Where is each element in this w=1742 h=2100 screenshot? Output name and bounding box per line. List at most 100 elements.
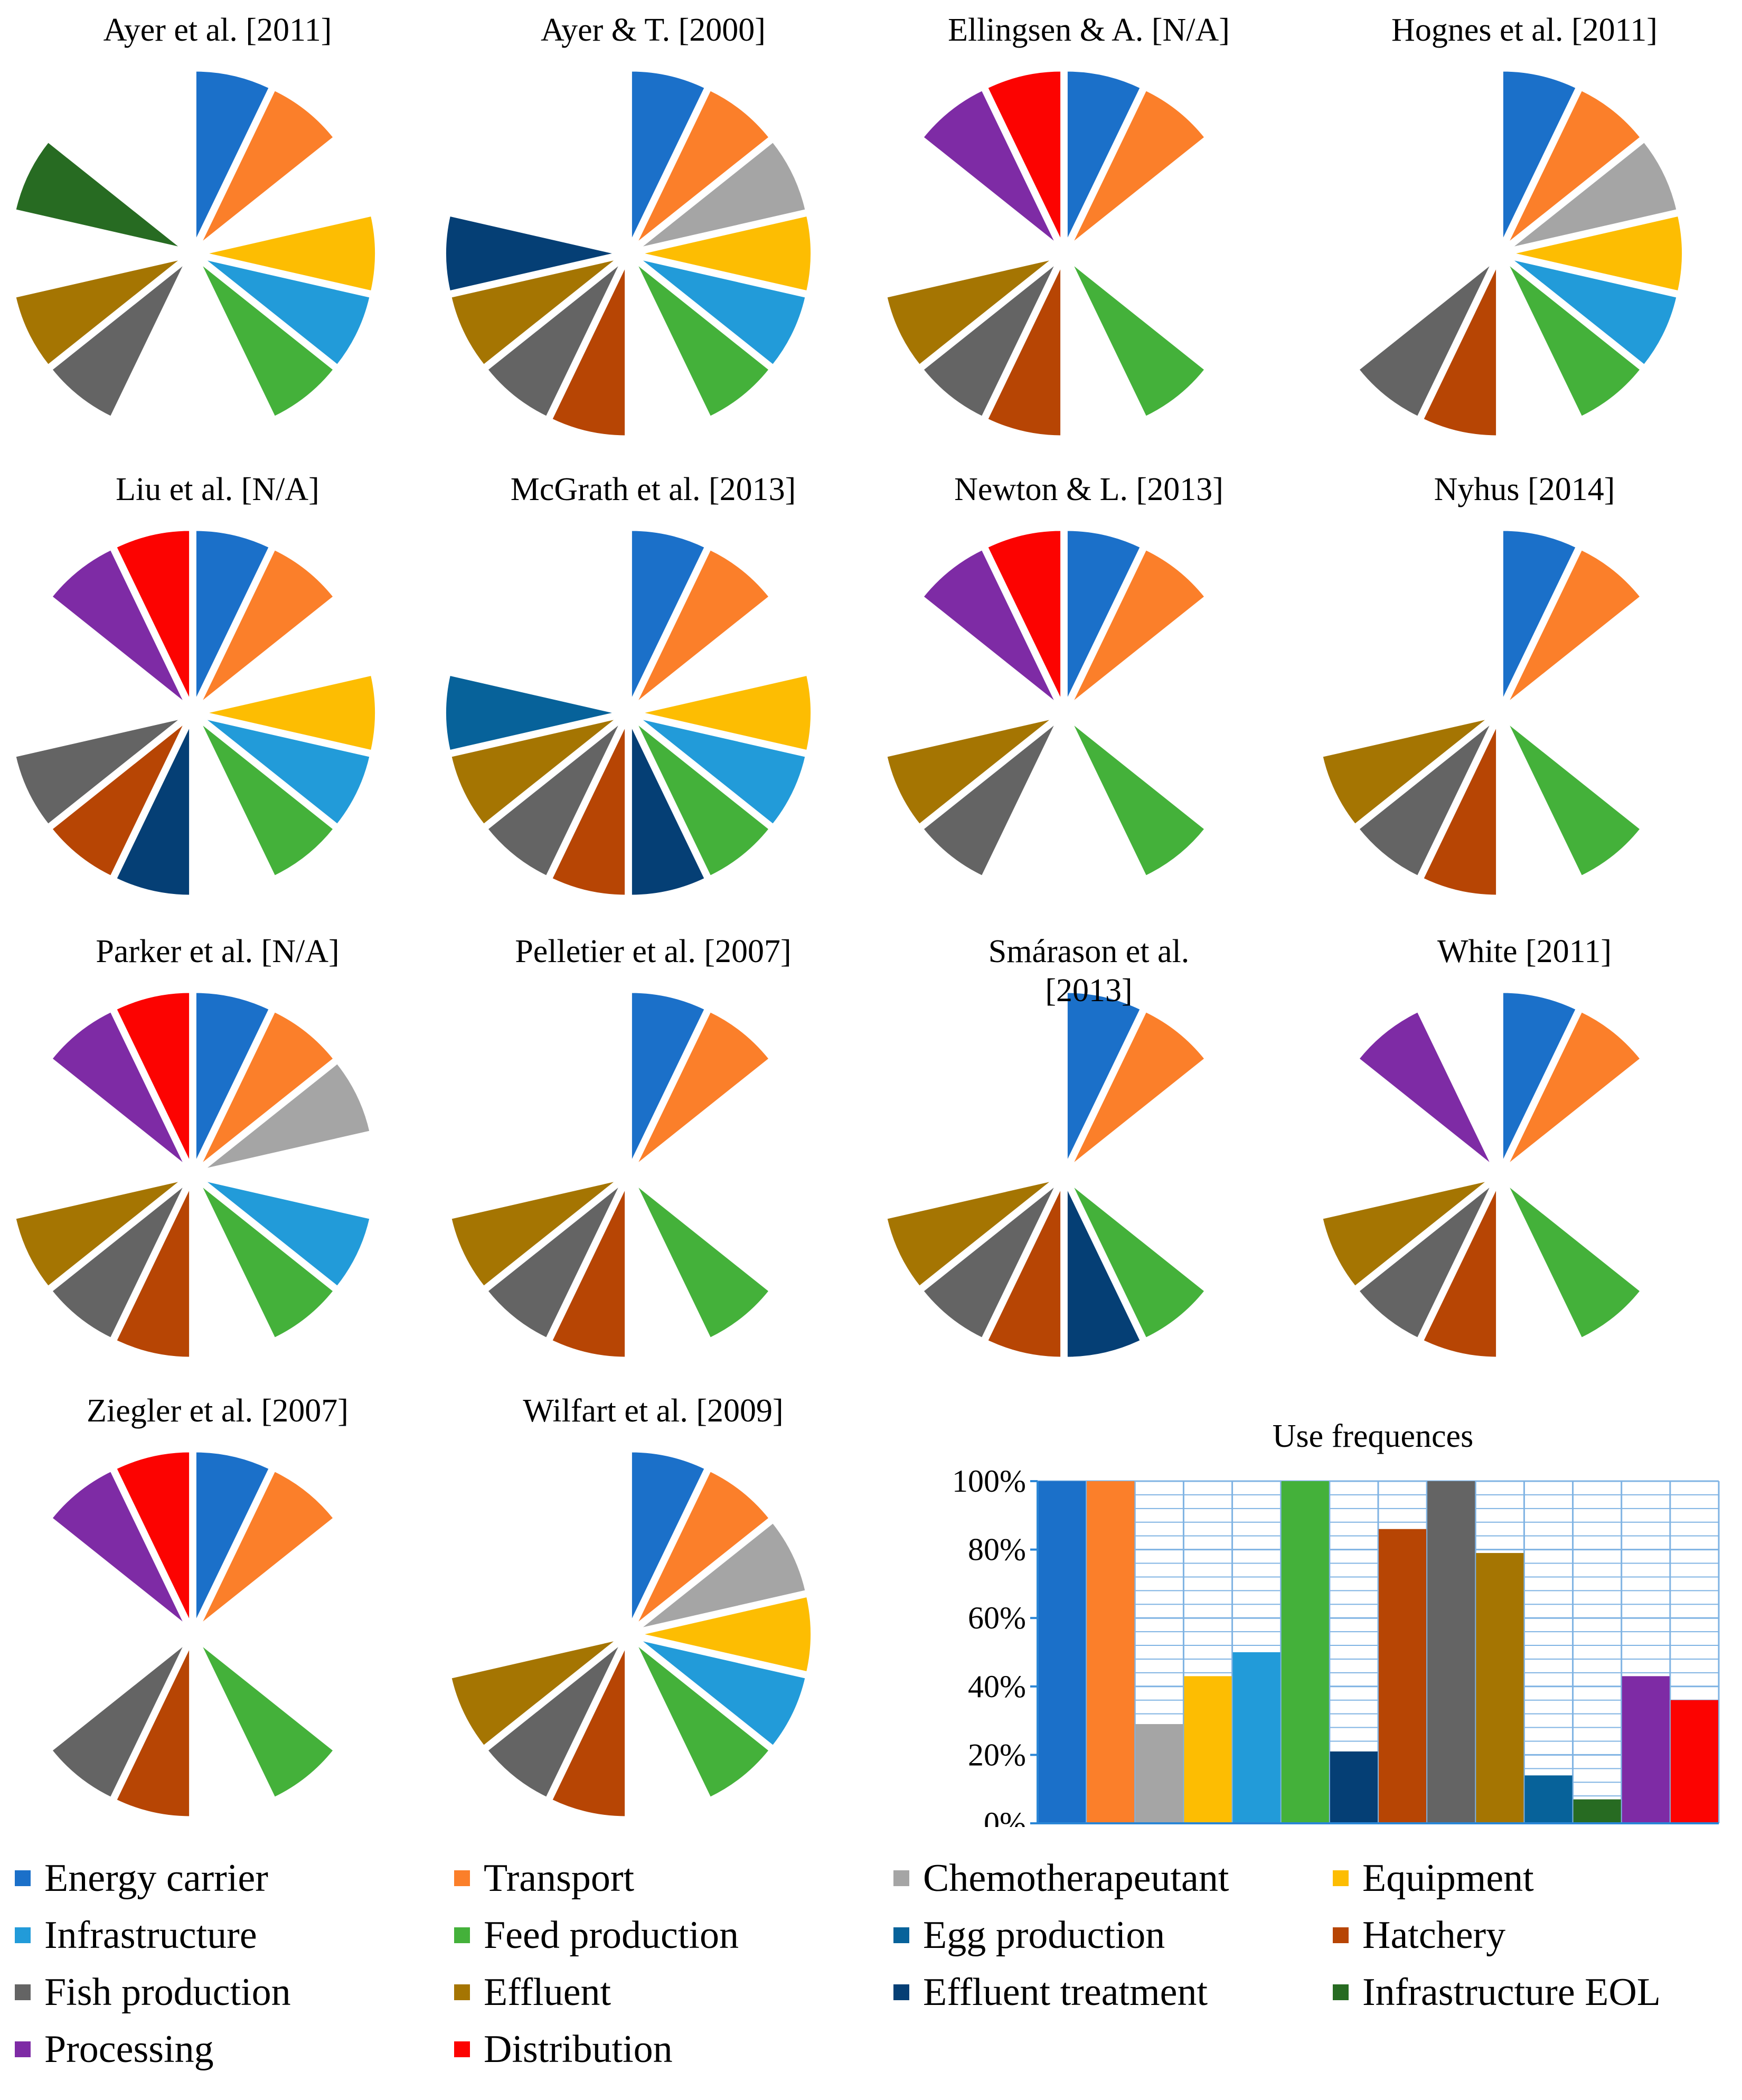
pie-slice-infrastructure bbox=[1509, 257, 1679, 367]
legend-item-chemotherapeutant: Chemotherapeutant bbox=[893, 1854, 1229, 1902]
pie-slice-transport bbox=[1070, 1010, 1207, 1167]
pie-slice-transport bbox=[1070, 88, 1207, 246]
pie-panel-white-2011: White [2011] bbox=[1307, 921, 1742, 1386]
pie-slice-equipment bbox=[204, 673, 377, 752]
pie-slice-fish-production bbox=[485, 261, 623, 419]
pie-title-line: Smárason et al. bbox=[988, 934, 1190, 969]
bar-chart-title: Use frequences bbox=[1273, 1418, 1473, 1454]
pie-slice-fish-production bbox=[485, 1642, 623, 1800]
pie-title: Ayer et al. [2011] bbox=[103, 12, 332, 48]
pie-slice-feed-production bbox=[634, 1642, 771, 1800]
legend-swatch bbox=[1333, 1927, 1349, 1943]
legend-label: Equipment bbox=[1362, 1857, 1534, 1900]
legend-label: Infrastructure EOL bbox=[1362, 1971, 1661, 2014]
legend-item-effluent: Effluent bbox=[454, 1969, 611, 2016]
pie-slice-distribution bbox=[114, 529, 192, 702]
pie-slice-energy-carrier bbox=[629, 991, 707, 1164]
y-tick-label: 60% bbox=[968, 1600, 1026, 1635]
pie-panel-ellingsen-a-n-a: Ellingsen & A. [N/A] bbox=[871, 0, 1306, 465]
legend-label: Feed production bbox=[484, 1914, 739, 1957]
pie-slice-effluent bbox=[13, 257, 183, 367]
pie-slice-distribution bbox=[114, 991, 192, 1164]
pie-slice-energy-carrier bbox=[1501, 529, 1578, 702]
pie-slice-feed-production bbox=[1070, 1183, 1207, 1340]
pie-slice-energy-carrier bbox=[629, 1450, 707, 1624]
legend-label: Effluent bbox=[484, 1971, 611, 2014]
pie-slice-equipment bbox=[204, 214, 377, 293]
pie-slice-processing bbox=[921, 88, 1058, 246]
bar-chemotherapeutant bbox=[1135, 1724, 1183, 1823]
pie-svg bbox=[884, 529, 1207, 878]
pie-svg bbox=[1320, 529, 1643, 897]
legend-label: Infrastructure bbox=[44, 1914, 257, 1957]
pie-slice-feed-production bbox=[1505, 721, 1643, 878]
pie-slice-energy-carrier bbox=[1501, 991, 1578, 1164]
pie-title: Pelletier et al. [2007] bbox=[515, 934, 792, 969]
pie-panel-sm-rason-et-al-2013: Smárason et al. [2013] bbox=[871, 921, 1306, 1386]
pie-slice-processing bbox=[921, 548, 1058, 705]
pie-slice-hatchery bbox=[50, 721, 187, 878]
legend-label: Energy carrier bbox=[44, 1857, 268, 1900]
pie-slice-fish-production bbox=[50, 1183, 187, 1340]
pie-svg bbox=[884, 991, 1207, 1359]
pie-slice-energy-carrier bbox=[1065, 529, 1143, 702]
pie-slice-fish-production bbox=[13, 717, 183, 826]
pie-slice-feed-production bbox=[199, 1642, 336, 1800]
pie-slice-equipment bbox=[639, 673, 813, 752]
pie-slice-effluent bbox=[884, 1179, 1054, 1288]
legend-label: Processing bbox=[44, 2028, 214, 2071]
legend-swatch bbox=[454, 2041, 470, 2057]
pie-slice-effluent bbox=[884, 717, 1054, 826]
legend-swatch bbox=[15, 1870, 31, 1886]
pie-slice-feed-production bbox=[1505, 1183, 1643, 1340]
pie-slice-energy-carrier bbox=[1501, 69, 1578, 243]
pie-slice-energy-carrier bbox=[629, 529, 707, 702]
pie-svg bbox=[444, 69, 813, 438]
legend-swatch bbox=[454, 1870, 470, 1886]
pie-panel-ziegler-et-al-2007: Ziegler et al. [2007] bbox=[0, 1381, 435, 1845]
pie-svg bbox=[884, 69, 1207, 438]
pie-panel-ayer-et-al-2011: Ayer et al. [2011] bbox=[0, 0, 435, 465]
bar-effluent-treatment bbox=[1330, 1751, 1378, 1823]
pie-title: White [2011] bbox=[1437, 934, 1612, 969]
legend-swatch bbox=[15, 1927, 31, 1943]
pie-slice-effluent bbox=[449, 257, 619, 367]
pie-slice-fish-production bbox=[50, 1642, 187, 1800]
pie-title: Smárason et al. [2013] bbox=[871, 932, 1306, 1010]
pie-panel-hognes-et-al-2011: Hognes et al. [2011] bbox=[1307, 0, 1742, 465]
legend-item-equipment: Equipment bbox=[1333, 1854, 1534, 1902]
legend-label: Transport bbox=[484, 1857, 635, 1900]
pie-panel-newton-l-2013: Newton & L. [2013] bbox=[871, 459, 1306, 924]
pie-slice-chemotherapeutant bbox=[1509, 140, 1679, 250]
pie-panel-pelletier-et-al-2007: Pelletier et al. [2007] bbox=[436, 921, 871, 1386]
pie-slice-transport bbox=[634, 88, 771, 246]
legend-item-energy-carrier: Energy carrier bbox=[15, 1854, 268, 1902]
pie-slice-fish-production bbox=[1357, 261, 1494, 419]
pie-svg bbox=[13, 529, 377, 897]
pie-slice-processing bbox=[50, 1010, 187, 1167]
pie-slice-infrastructure bbox=[638, 257, 808, 367]
pie-slice-feed-production bbox=[1505, 261, 1643, 419]
y-tick-label: 80% bbox=[968, 1532, 1026, 1567]
legend-swatch bbox=[454, 1927, 470, 1943]
pie-slice-energy-carrier bbox=[194, 529, 271, 702]
bar-effluent bbox=[1476, 1553, 1524, 1823]
legend-label: Egg production bbox=[923, 1914, 1165, 1957]
bar-processing bbox=[1622, 1676, 1670, 1823]
pie-slice-feed-production bbox=[199, 1183, 336, 1340]
pie-slice-effluent bbox=[884, 257, 1054, 367]
pie-slice-feed-production bbox=[199, 261, 336, 419]
pie-panel-nyhus-2014: Nyhus [2014] bbox=[1307, 459, 1742, 924]
pie-slice-infrastructure-eol bbox=[13, 140, 183, 250]
legend-item-distribution: Distribution bbox=[454, 2026, 673, 2073]
y-tick-label: 0% bbox=[984, 1806, 1026, 1827]
bar-fish-production bbox=[1427, 1481, 1475, 1823]
legend-swatch bbox=[15, 1984, 31, 2000]
legend-swatch bbox=[15, 2041, 31, 2057]
pie-slice-infrastructure bbox=[202, 257, 372, 367]
legend-swatch bbox=[1333, 1984, 1349, 2000]
legend-label: Effluent treatment bbox=[923, 1971, 1208, 2014]
pie-slice-energy-carrier bbox=[194, 69, 271, 243]
legend-item-processing: Processing bbox=[15, 2026, 214, 2073]
pie-title: McGrath et al. [2013] bbox=[510, 472, 796, 507]
